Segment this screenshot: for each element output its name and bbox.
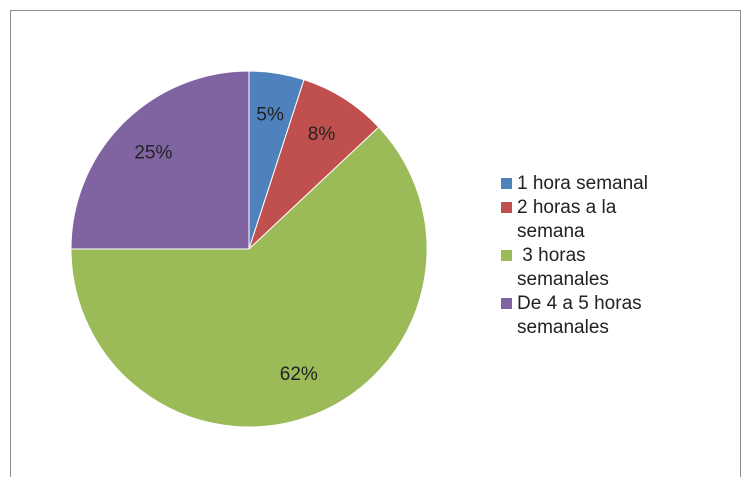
legend-item: 1 hora semanal [500,172,680,196]
pie-slice [70,70,250,250]
data-label: 62% [280,364,318,385]
data-label: 8% [308,124,336,145]
legend: 1 hora semanal 2 horas a la semana 3 hora… [500,172,680,340]
legend-item: 2 horas a la semana [500,196,680,244]
pie-slice [70,126,428,428]
legend-swatch [501,250,512,261]
legend-item: De 4 a 5 horas semanales [500,292,680,340]
legend-label: 2 horas a la semana [517,197,622,242]
data-label: 5% [256,104,284,125]
legend-label: 3 horas semanales [517,245,609,290]
legend-swatch [501,202,512,213]
legend-label: 1 hora semanal [517,173,648,194]
data-label: 25% [134,142,172,163]
legend-label: De 4 a 5 horas semanales [517,293,647,338]
legend-swatch [501,298,512,309]
chart-border [10,10,741,477]
legend-item: 3 horas semanales [500,244,680,292]
legend-swatch [501,178,512,189]
pie-slice [248,79,380,250]
